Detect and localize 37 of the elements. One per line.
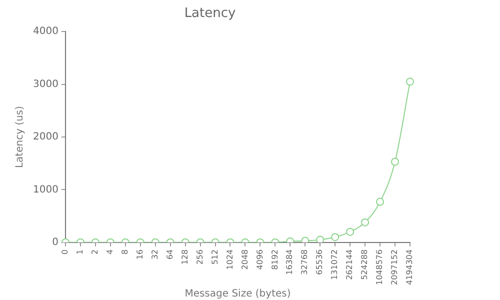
chart-title: Latency — [184, 6, 236, 22]
x-axis-title: Message Size (bytes) — [184, 288, 291, 300]
x-tick-label: 1048576 — [375, 249, 384, 286]
x-tick-label: 131072 — [330, 249, 340, 280]
x-tick-label: 128 — [180, 249, 190, 265]
x-tick-label: 2 — [90, 249, 100, 254]
x-tick-label: 0 — [60, 249, 70, 254]
point — [316, 236, 324, 242]
x-tick-label: 2097152 — [390, 249, 400, 286]
y-tick-label: 4000 — [32, 26, 58, 38]
point — [376, 198, 384, 206]
y-tick-label: 3000 — [32, 78, 58, 90]
x-tick-label: 65536 — [315, 249, 324, 275]
x-tick-label: 32768 — [300, 249, 310, 275]
x-tick-label: 8 — [120, 249, 130, 254]
x-tick-label: 262144 — [345, 249, 354, 280]
point — [301, 236, 310, 242]
point — [361, 218, 370, 226]
x-tick-label: 4096 — [255, 249, 264, 270]
y-tick-label: 2000 — [32, 132, 58, 143]
x-tick-label: 16 — [135, 249, 144, 260]
x-tick-label: 256 — [195, 249, 204, 265]
x-tick-label: 4194304 — [405, 249, 414, 286]
x-tick-label: 64 — [165, 249, 174, 260]
y-axis-title: Latency (us) — [14, 106, 26, 168]
x-tick-label: 8192 — [270, 249, 280, 270]
x-tick-label: 2048 — [240, 249, 250, 270]
x-tick-label: 32 — [150, 249, 160, 260]
x-tick-label: 1 — [76, 249, 85, 254]
x-tick-label: 16384 — [285, 249, 294, 275]
x-tick-label: 1024 — [225, 249, 234, 270]
x-tick-label: 524288 — [360, 249, 370, 280]
y-tick-label: 1000 — [32, 184, 58, 196]
x-tick-label: 4 — [105, 249, 114, 254]
point — [391, 158, 400, 166]
x-tick-label: 512 — [210, 249, 220, 265]
point — [406, 78, 414, 86]
